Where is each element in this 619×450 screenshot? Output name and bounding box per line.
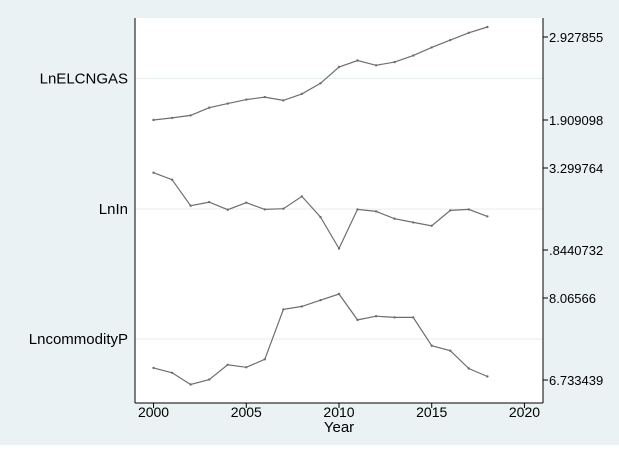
- data-point: [300, 195, 304, 198]
- data-point: [170, 371, 174, 374]
- data-point: [412, 54, 415, 57]
- data-point: [393, 316, 396, 319]
- plot-background: [135, 18, 543, 403]
- data-point: [337, 292, 341, 296]
- data-point: [430, 344, 433, 347]
- data-point: [486, 215, 489, 218]
- data-point: [319, 215, 322, 219]
- data-point: [449, 349, 452, 352]
- data-point: [208, 106, 211, 109]
- x-tick-label: 2000: [138, 404, 169, 420]
- data-point: [189, 204, 192, 207]
- grid-layer: [135, 78, 543, 340]
- data-point: [300, 92, 304, 96]
- data-point: [226, 208, 229, 211]
- data-point: [226, 102, 229, 105]
- data-point: [449, 209, 452, 212]
- axis-layer: [134, 18, 548, 408]
- x-axis-title: Year: [324, 419, 354, 436]
- data-point: [337, 247, 341, 250]
- label-layer: LnELCNGAS 2.927855 1.909098 LnIn 3.299764 .84…: [29, 30, 603, 420]
- data-point: [152, 366, 155, 370]
- data-point: [319, 299, 322, 302]
- x-tick-label: 2010: [323, 404, 354, 420]
- data-point: [319, 82, 322, 85]
- x-tick-label: 2005: [231, 404, 262, 420]
- x-tick-label: 2020: [509, 404, 540, 420]
- data-point: [430, 46, 433, 49]
- data-point: [300, 305, 304, 308]
- data-point: [412, 221, 415, 224]
- data-point: [170, 178, 174, 181]
- data-point: [486, 375, 489, 378]
- data-point: [245, 98, 248, 101]
- data-point: [393, 60, 396, 64]
- data-point: [374, 315, 378, 318]
- x-tick-label: 2015: [416, 404, 447, 420]
- data-point: [282, 207, 285, 210]
- data-point: [412, 316, 415, 319]
- series-label: LncommodityP: [29, 331, 128, 348]
- panel-max-label: 2.927855: [549, 30, 603, 45]
- data-point: [467, 31, 470, 34]
- data-point: [263, 358, 266, 361]
- data-point: [245, 201, 248, 204]
- data-point: [430, 224, 433, 227]
- data-point: [208, 200, 211, 204]
- data-point: [282, 308, 285, 311]
- series-layer: [152, 25, 489, 386]
- panel-min-label: 6.733439: [549, 373, 603, 388]
- data-point: [152, 118, 155, 122]
- series-label: LnIn: [99, 201, 128, 218]
- panel-max-label: 8.06566: [549, 291, 596, 306]
- data-point: [263, 95, 266, 99]
- data-point: [467, 367, 470, 370]
- data-point: [337, 65, 341, 69]
- data-point: [486, 25, 489, 29]
- panel-min-label: .8440732: [549, 243, 603, 258]
- data-point: [189, 383, 192, 386]
- data-point: [245, 366, 248, 369]
- data-point: [356, 59, 359, 62]
- data-point: [208, 378, 211, 381]
- data-point: [374, 64, 378, 67]
- data-point: [467, 208, 470, 211]
- series-label: LnELCNGAS: [40, 71, 128, 88]
- data-point: [189, 114, 192, 117]
- data-point: [449, 38, 452, 42]
- data-point: [152, 171, 155, 174]
- panel-max-label: 3.299764: [549, 161, 603, 176]
- data-point: [393, 217, 396, 220]
- data-point: [356, 208, 359, 211]
- data-point: [170, 116, 174, 120]
- data-point: [374, 210, 378, 213]
- data-point: [282, 99, 285, 102]
- data-point: [263, 208, 266, 211]
- data-point: [226, 363, 229, 366]
- data-point: [356, 318, 359, 322]
- panel-min-label: 1.909098: [549, 113, 603, 128]
